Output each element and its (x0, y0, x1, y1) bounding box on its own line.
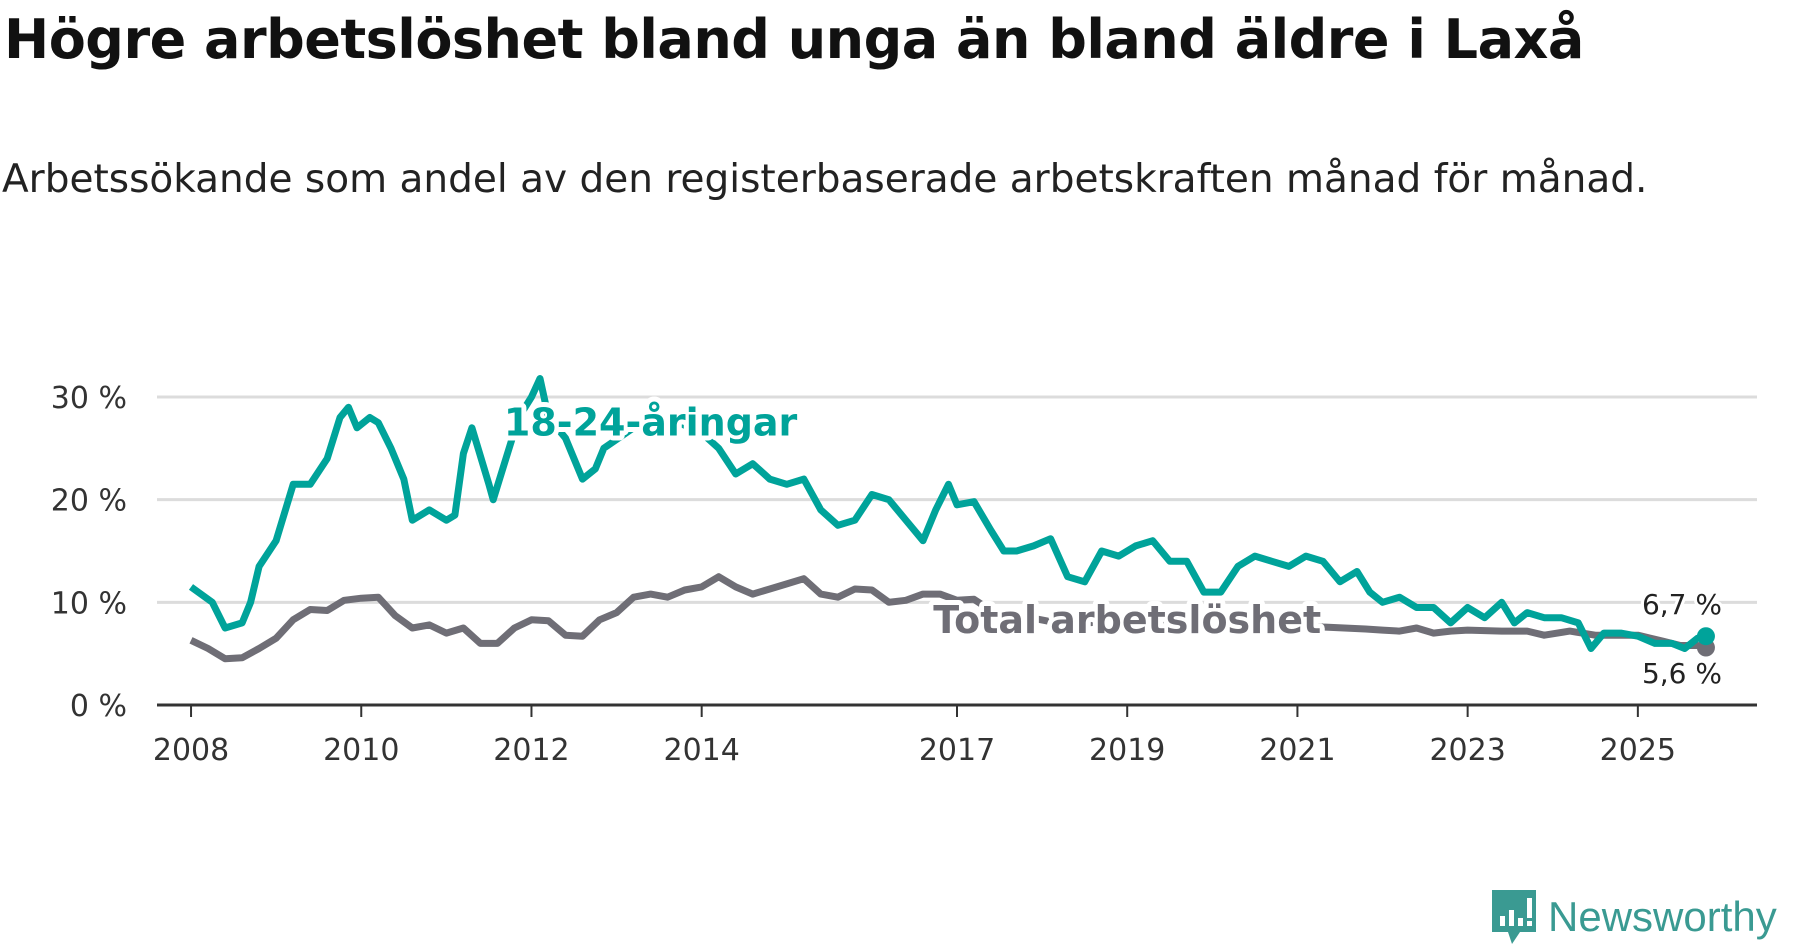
x-tick-label: 2019 (1089, 733, 1165, 768)
logo-text: Newsworthy (1548, 893, 1777, 940)
x-tick-label: 2010 (323, 733, 399, 768)
x-tick-label: 2023 (1429, 733, 1505, 768)
x-tick-label: 2017 (919, 733, 995, 768)
chart-title: Högre arbetslöshet bland unga än bland ä… (4, 8, 1584, 71)
y-tick-label: 30 % (51, 381, 127, 416)
chart-subtitle: Arbetssökande som andel av den registerb… (2, 157, 1648, 202)
series-label: 18-24-åringar (504, 401, 798, 445)
newsworthy-chart-bubble-icon (1492, 890, 1536, 944)
series-label: Total arbetslöshet (933, 598, 1321, 642)
x-tick-label: 2025 (1600, 733, 1676, 768)
series-end-dot (1696, 627, 1715, 646)
y-tick-label: 20 % (51, 484, 127, 519)
y-tick-label: 10 % (51, 586, 127, 621)
x-tick-label: 2014 (664, 733, 740, 768)
end-value-label-youth: 6,7 % (1642, 588, 1722, 621)
x-tick-label: 2012 (493, 733, 569, 768)
x-tick-label: 2021 (1259, 733, 1335, 768)
y-tick-label: 0 % (70, 689, 127, 724)
series-line-total (189, 573, 1707, 663)
x-tick-label: 2008 (153, 733, 229, 768)
series-line-youth (188, 375, 1707, 652)
newsworthy-logo: Newsworthy (1490, 888, 1777, 946)
end-value-label-total: 5,6 % (1642, 657, 1722, 690)
